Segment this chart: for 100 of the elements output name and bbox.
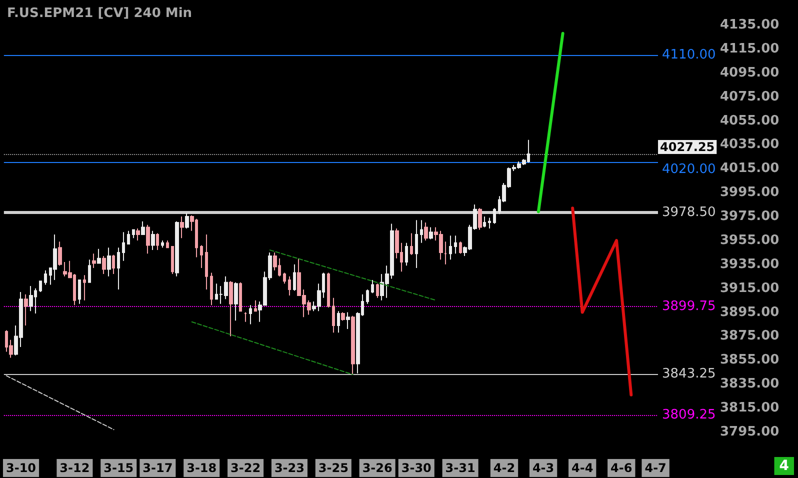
- ref-line-label: 3843.25: [662, 366, 716, 382]
- x-tick-label: 3-10: [6, 461, 36, 475]
- candlestick: [83, 274, 86, 301]
- candlestick: [346, 312, 350, 330]
- y-tick-label: 4115.00: [720, 41, 780, 56]
- y-tick-label: 3935.00: [720, 256, 780, 272]
- x-tick-label: 3-31: [445, 461, 476, 475]
- x-tick-label: 3-22: [230, 461, 261, 475]
- x-tick-label: 3-15: [104, 461, 134, 475]
- candlestick: [29, 285, 33, 312]
- x-tick-label: 4-3: [532, 461, 554, 475]
- candlestick: [136, 228, 140, 241]
- y-tick-label: 3895.00: [720, 304, 780, 320]
- candlestick: [415, 220, 418, 269]
- candlestick: [244, 312, 247, 322]
- ref-line-label: 4110.00: [662, 47, 716, 62]
- candlestick: [141, 220, 145, 235]
- candlestick: [337, 310, 340, 334]
- candlestick: [156, 232, 159, 251]
- candlestick: [44, 270, 47, 286]
- candlestick: [488, 217, 491, 229]
- y-tick-label: 4035.00: [720, 137, 780, 152]
- candlestick: [39, 280, 42, 292]
- y-tick-label: 3995.00: [720, 185, 780, 200]
- candlestick: [449, 235, 452, 260]
- candlestick: [151, 230, 155, 251]
- candlestick: [376, 283, 379, 298]
- x-tick-label: 3-25: [318, 461, 348, 475]
- candlestick: [24, 294, 28, 326]
- chart-title: F.US.EPM21 [CV] 240 Min: [7, 6, 192, 21]
- candlestick: [424, 222, 428, 241]
- candlestick: [429, 226, 433, 240]
- candlestick: [185, 212, 189, 229]
- candlestick: [122, 232, 125, 262]
- candlestick: [92, 253, 96, 269]
- y-tick-label: 4015.00: [720, 161, 780, 176]
- candlestick: [444, 241, 447, 265]
- candlestick: [171, 246, 174, 274]
- x-tick-label: 4-2: [493, 461, 516, 475]
- candlestick: [210, 272, 213, 306]
- candlestick: [112, 254, 115, 274]
- candlestick: [283, 272, 286, 284]
- ref-line-label: 4027.25: [660, 140, 715, 154]
- y-tick-label: 3955.00: [720, 232, 780, 248]
- candlestick: [493, 208, 496, 224]
- candlestick: [327, 272, 330, 308]
- candlestick: [88, 259, 91, 283]
- x-tick-label: 3-26: [362, 461, 392, 475]
- y-tick-label: 4075.00: [720, 89, 780, 104]
- candlestick: [332, 297, 335, 334]
- candlestick: [175, 220, 179, 277]
- candlestick: [180, 216, 184, 239]
- candlestick: [229, 280, 233, 337]
- y-tick-label: 3835.00: [720, 376, 780, 392]
- ref-line-label: 3899.75: [662, 299, 716, 314]
- candlestick: [293, 264, 296, 292]
- y-tick-label: 3975.00: [720, 209, 780, 224]
- candlestick: [166, 240, 169, 248]
- candlestick: [366, 289, 369, 304]
- y-tick-label: 4095.00: [720, 65, 780, 80]
- x-tick-label: 3-18: [186, 461, 217, 475]
- x-tick-label: 4-6: [610, 461, 632, 475]
- candlestick: [351, 315, 355, 376]
- text: 4: [779, 458, 790, 474]
- x-tick-label: 4-7: [644, 461, 666, 475]
- y-tick-label: 4135.00: [720, 18, 780, 32]
- y-tick-label: 4055.00: [720, 113, 780, 128]
- x-tick-label: 3-23: [274, 461, 304, 475]
- candlestick: [117, 247, 120, 290]
- x-tick-label: 3-17: [142, 461, 173, 475]
- y-tick-label: 3795.00: [720, 424, 780, 440]
- candlestick: [146, 224, 150, 254]
- x-tick-label: 3-30: [401, 461, 432, 475]
- candlestick: [371, 279, 374, 294]
- candlestick: [102, 256, 106, 274]
- y-tick-label: 3915.00: [720, 280, 780, 296]
- candlestick: [420, 220, 423, 244]
- y-tick-label: 3815.00: [720, 400, 780, 416]
- candlestick: [249, 304, 252, 325]
- line-series: [571, 206, 633, 396]
- candlestick: [127, 230, 130, 245]
- candlestick: [459, 241, 462, 254]
- candlestick: [200, 244, 203, 269]
- y-tick-label: 3855.00: [720, 352, 780, 368]
- candlestick: [97, 248, 101, 264]
- ref-line-label: 3978.50: [662, 204, 716, 220]
- y-tick-label: 3875.00: [720, 328, 780, 344]
- candlestick: [478, 208, 482, 230]
- candlestick: [161, 240, 164, 248]
- candlestick: [239, 282, 242, 312]
- candlestick: [205, 234, 208, 290]
- x-tick-label: 3-12: [60, 461, 90, 475]
- candlestick: [483, 216, 486, 228]
- candlestick: [132, 229, 135, 239]
- candlestick: [288, 276, 291, 296]
- candlestick: [58, 241, 62, 266]
- ref-line-label: 3809.25: [662, 407, 716, 422]
- candlestick: [254, 300, 257, 312]
- candlestick: [454, 235, 457, 254]
- candlestick: [341, 312, 345, 322]
